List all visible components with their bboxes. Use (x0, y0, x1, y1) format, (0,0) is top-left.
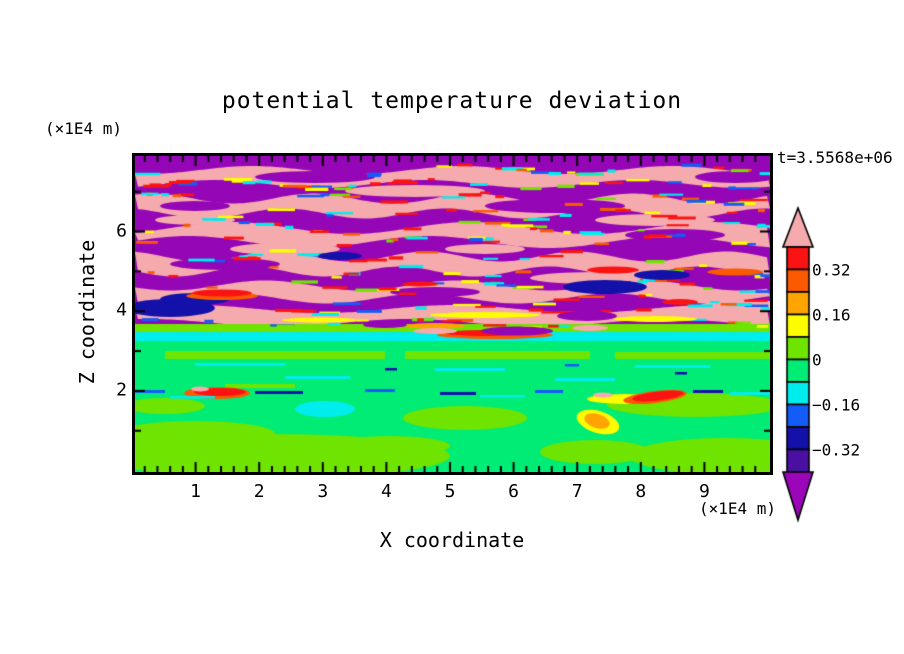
heatmap-canvas (135, 156, 770, 472)
colorbar-label: 0.16 (812, 305, 851, 324)
x-tick-label: 3 (317, 481, 329, 502)
colorbar-canvas (776, 205, 822, 527)
plot-title: potential temperature deviation (221, 88, 683, 114)
x-tick-label: 6 (508, 481, 520, 502)
colorbar-label: −0.16 (812, 395, 861, 414)
time-annotation: t=3.5568e+06 (777, 148, 893, 167)
x-tick-label: 4 (380, 481, 392, 502)
x-axis-title: X coordinate (379, 528, 525, 552)
colorbar-label: 0 (812, 350, 822, 369)
x-tick-label: 2 (253, 481, 265, 502)
z-axis-unit-label: (×1E4 m) (45, 119, 123, 138)
z-tick-label: 6 (116, 220, 127, 242)
z-tick-label: 2 (116, 379, 127, 401)
x-tick-label: 8 (635, 481, 647, 502)
x-axis-unit-label: (×1E4 m) (698, 499, 776, 518)
colorbar-label: −0.32 (812, 440, 861, 459)
x-tick-label: 7 (571, 481, 583, 502)
x-tick-label: 1 (190, 481, 202, 502)
z-tick-label: 4 (116, 299, 127, 321)
colorbar-label: 0.32 (812, 260, 851, 279)
plot-frame (132, 153, 773, 475)
x-tick-label: 5 (444, 481, 456, 502)
x-tick-label: 9 (698, 481, 710, 502)
